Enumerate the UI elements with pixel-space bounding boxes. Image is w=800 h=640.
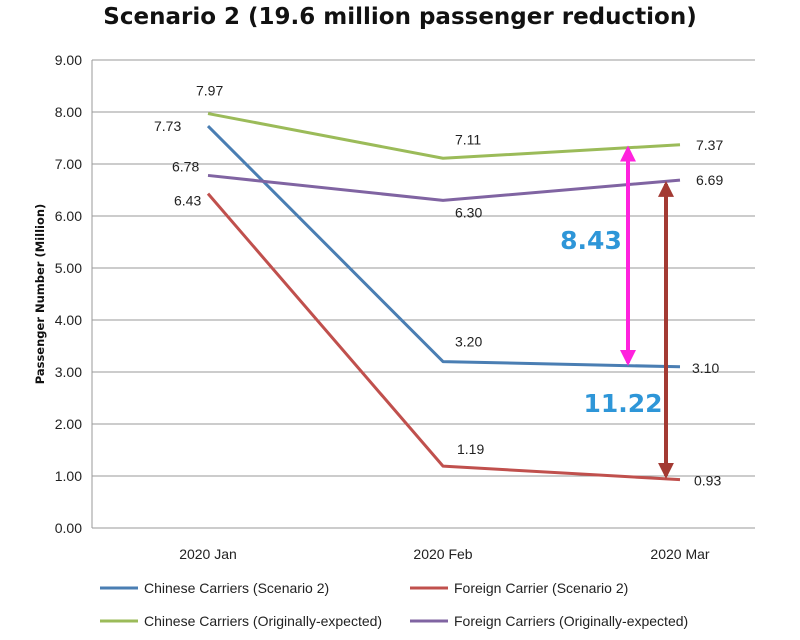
x-tick-label: 2020 Mar — [650, 546, 709, 562]
y-tick-label: 3.00 — [55, 364, 82, 380]
legend-label: Chinese Carriers (Scenario 2) — [144, 580, 329, 596]
y-tick-label: 9.00 — [55, 52, 82, 68]
series-line — [207, 173, 681, 202]
chart-title: Scenario 2 (19.6 million passenger reduc… — [103, 4, 697, 30]
gap-label: 11.22 — [583, 389, 662, 418]
y-tick-label: 6.00 — [55, 208, 82, 224]
series-line — [206, 124, 681, 369]
data-label: 6.69 — [696, 172, 723, 188]
data-label: 6.43 — [174, 193, 201, 209]
series-line — [206, 192, 681, 482]
y-axis-label: Passenger Number (Million) — [33, 204, 47, 385]
y-tick-label: 5.00 — [55, 260, 82, 276]
y-tick-label: 8.00 — [55, 104, 82, 120]
legend-label: Foreign Carrier (Scenario 2) — [454, 580, 628, 596]
x-tick-label: 2020 Jan — [179, 546, 237, 562]
y-tick-label: 4.00 — [55, 312, 82, 328]
y-tick-label: 2.00 — [55, 416, 82, 432]
y-tick-label: 0.00 — [55, 520, 82, 536]
data-label: 7.97 — [196, 83, 223, 99]
legend-label: Foreign Carriers (Originally-expected) — [454, 613, 688, 629]
data-label: 0.93 — [694, 473, 721, 489]
data-label: 7.73 — [154, 118, 181, 134]
data-label: 3.20 — [455, 334, 482, 350]
data-label: 6.78 — [172, 158, 199, 174]
data-label: 7.11 — [455, 131, 481, 147]
data-label: 6.30 — [455, 204, 482, 220]
y-tick-label: 1.00 — [55, 468, 82, 484]
x-tick-label: 2020 Feb — [413, 546, 472, 562]
gap-label: 8.43 — [560, 226, 622, 255]
data-label: 1.19 — [457, 441, 484, 457]
series-line — [207, 112, 681, 160]
y-tick-label: 7.00 — [55, 156, 82, 172]
legend-label: Chinese Carriers (Originally-expected) — [144, 613, 382, 629]
data-label: 7.37 — [696, 137, 723, 153]
data-label: 3.10 — [692, 360, 719, 376]
